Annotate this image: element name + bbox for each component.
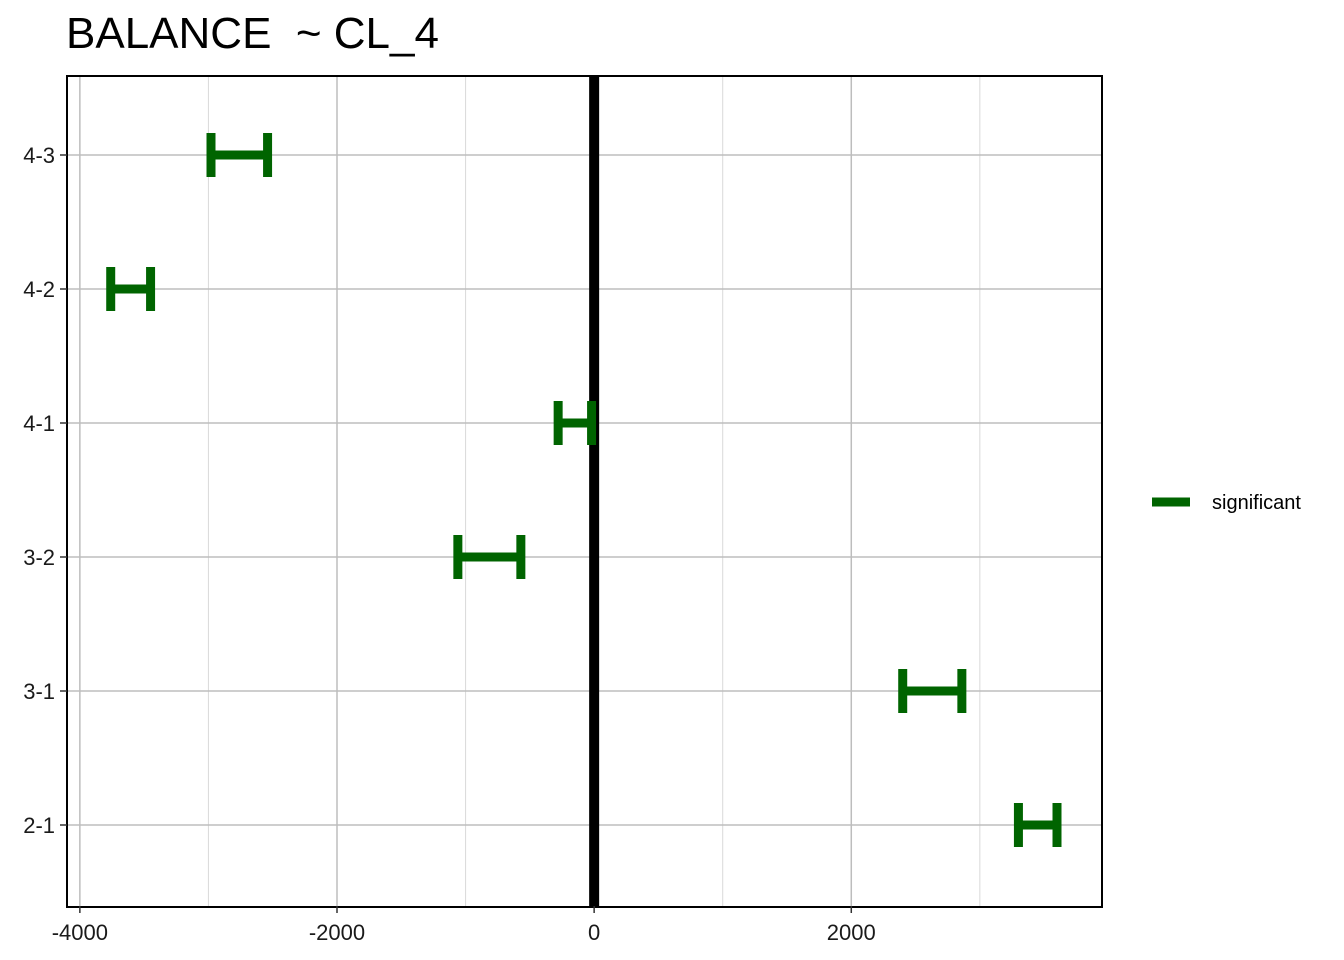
errorbar-3-1: [898, 669, 967, 713]
x-tick-label: -4000: [52, 920, 108, 945]
errorbar-3-2: [453, 535, 526, 579]
y-tick-label: 3-2: [23, 545, 55, 570]
errorbar-4-1: [553, 401, 597, 445]
y-tick-label: 3-1: [23, 679, 55, 704]
errorbar-4-3: [206, 133, 273, 177]
grid-layer: [67, 76, 1102, 906]
x-tick-label: -2000: [309, 920, 365, 945]
x-tick-label: 2000: [827, 920, 876, 945]
x-tick-label: 0: [588, 920, 600, 945]
panel-border: [66, 75, 1103, 908]
legend: significant: [1152, 492, 1301, 514]
errorbar-2-1: [1013, 803, 1062, 847]
y-tick-label: 4-1: [23, 411, 55, 436]
errorbar-4-2: [106, 267, 156, 311]
y-tick-label: 4-3: [23, 143, 55, 168]
y-tick-label: 2-1: [23, 813, 55, 838]
legend-label: significant: [1212, 492, 1301, 514]
y-tick-label: 4-2: [23, 277, 55, 302]
interval-layer: [106, 133, 1062, 847]
chart-title: BALANCE ~ CL_4: [66, 9, 439, 58]
axis-layer: -4000 -2000 0 2000 4-3 4-2 4-1 3-2 3-1 2-1: [23, 143, 876, 945]
